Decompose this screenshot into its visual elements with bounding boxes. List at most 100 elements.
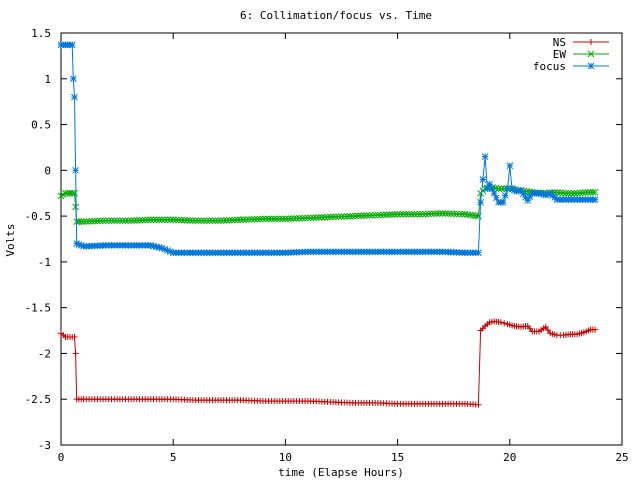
data-point — [397, 210, 404, 218]
data-point — [582, 189, 589, 196]
data-point — [296, 214, 303, 222]
data-point — [332, 213, 340, 221]
data-point — [335, 213, 343, 221]
data-point — [225, 216, 233, 224]
data-point — [360, 212, 368, 220]
series-focus — [57, 41, 599, 257]
data-point — [573, 189, 581, 197]
data-point — [72, 166, 79, 174]
data-point — [253, 215, 261, 223]
y-tick-label: -2.5 — [25, 393, 52, 406]
data-point — [189, 217, 197, 224]
data-point — [592, 326, 599, 333]
data-point — [192, 217, 199, 225]
data-point — [169, 216, 177, 224]
data-point — [279, 215, 286, 223]
data-point — [214, 217, 222, 225]
data-point — [591, 196, 599, 203]
series-layer — [57, 41, 599, 408]
data-point — [430, 210, 438, 218]
data-point — [122, 217, 129, 225]
data-point — [466, 211, 474, 219]
data-point — [556, 189, 564, 197]
data-point — [82, 218, 90, 225]
data-point — [68, 189, 76, 197]
data-point — [498, 185, 505, 192]
data-point — [363, 212, 371, 219]
data-point — [172, 216, 180, 224]
data-point — [506, 162, 514, 170]
data-point — [195, 217, 202, 225]
data-point — [464, 211, 471, 218]
data-point — [167, 216, 174, 224]
data-point — [293, 215, 300, 222]
data-point — [479, 176, 487, 183]
data-point — [298, 214, 306, 222]
data-point — [94, 217, 101, 225]
data-point — [228, 216, 236, 224]
data-point — [324, 213, 331, 221]
x-axis-label: time (Elapse Hours) — [278, 466, 404, 479]
data-point — [141, 216, 149, 224]
data-point — [346, 212, 354, 220]
data-point — [354, 212, 362, 220]
data-point — [562, 189, 570, 197]
data-point — [150, 216, 157, 224]
data-point — [77, 218, 85, 225]
data-point — [99, 217, 107, 225]
data-point — [422, 210, 430, 218]
data-point — [91, 217, 99, 225]
data-point — [200, 217, 208, 225]
data-point — [158, 216, 166, 224]
data-point — [374, 211, 382, 219]
y-tick-label: 1.5 — [31, 27, 51, 40]
data-point — [394, 210, 401, 218]
data-point — [461, 210, 469, 218]
data-point — [68, 41, 76, 49]
data-point — [352, 212, 359, 220]
data-point — [237, 216, 244, 224]
legend-label: focus — [533, 60, 566, 73]
data-point — [519, 190, 527, 198]
data-point — [318, 214, 326, 221]
data-point — [127, 217, 135, 224]
series-ns — [58, 318, 599, 408]
data-point — [175, 216, 183, 224]
legend-marker — [587, 50, 595, 58]
data-point — [591, 188, 599, 196]
data-point — [108, 217, 115, 225]
data-point — [391, 211, 399, 218]
y-tick-label: 1 — [44, 73, 51, 86]
data-point — [304, 214, 312, 222]
y-tick-label: -0.5 — [25, 210, 52, 223]
data-point — [223, 216, 230, 224]
data-point — [119, 217, 127, 225]
series-line — [60, 320, 596, 406]
data-point — [105, 217, 113, 225]
data-point — [245, 216, 253, 223]
data-point — [544, 327, 551, 334]
data-point — [408, 210, 415, 218]
data-point — [155, 216, 163, 224]
data-point — [102, 217, 110, 225]
data-point — [209, 217, 216, 225]
data-point — [481, 153, 489, 160]
legend-marker — [588, 39, 594, 45]
data-point — [413, 210, 421, 218]
y-tick-label: -3 — [38, 439, 51, 452]
data-point — [124, 217, 132, 225]
data-point — [136, 216, 143, 224]
data-point — [388, 211, 396, 218]
data-point — [380, 211, 387, 219]
data-point — [570, 189, 578, 197]
data-point — [71, 333, 78, 340]
data-point — [183, 216, 191, 224]
data-point — [433, 210, 441, 217]
data-point — [321, 213, 329, 221]
data-point — [416, 210, 424, 218]
data-point — [270, 215, 278, 223]
data-point — [501, 192, 509, 199]
data-point — [441, 210, 449, 217]
data-point — [576, 189, 584, 197]
y-tick-label: -1 — [38, 256, 51, 269]
